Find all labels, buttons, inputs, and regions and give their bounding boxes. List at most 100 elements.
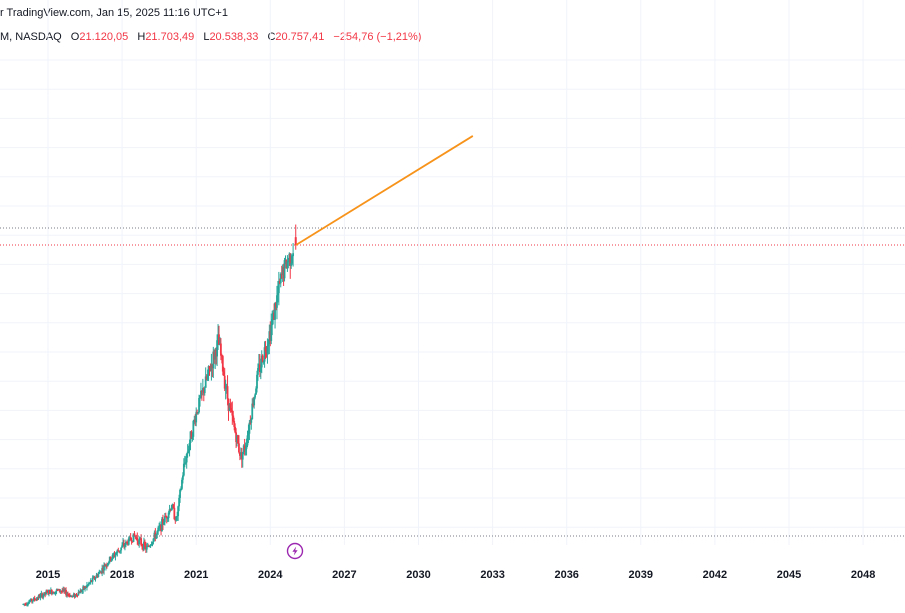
candle-body: [67, 594, 69, 596]
close-label: C: [267, 31, 276, 43]
candle-body: [80, 590, 83, 592]
candle-body: [73, 594, 76, 598]
candle-body: [247, 433, 250, 436]
candle-body: [48, 590, 50, 594]
candle-body: [58, 588, 61, 592]
candle-body: [168, 509, 171, 513]
candle-body: [277, 293, 279, 296]
candle-body: [103, 564, 105, 571]
candle-body: [79, 590, 82, 594]
candle-body: [28, 601, 30, 604]
candle-body: [262, 361, 265, 363]
candle-body: [99, 571, 102, 573]
candle-body: [102, 568, 104, 571]
x-tick-label: 2045: [777, 569, 801, 581]
candle-body: [29, 601, 31, 603]
x-tick-label: 2042: [703, 569, 727, 581]
candle-body: [178, 497, 180, 507]
candle-body: [105, 565, 107, 567]
candle-body: [214, 349, 217, 360]
candle-body: [78, 592, 81, 594]
candle-body: [234, 426, 237, 433]
candle-body: [279, 273, 282, 284]
x-tick-label: 2036: [554, 569, 578, 581]
candle-body: [290, 263, 293, 266]
candle-body: [227, 398, 230, 412]
candle-body: [292, 253, 294, 257]
candle-body: [274, 302, 276, 320]
candle-body: [135, 537, 138, 539]
projection-trend-line[interactable]: [295, 135, 474, 246]
candle-body: [107, 562, 110, 564]
candle-body: [63, 589, 66, 592]
candle-body: [172, 505, 175, 508]
candle-body: [238, 443, 240, 453]
candle-body: [241, 452, 244, 460]
candle-body: [117, 550, 120, 552]
candle-body: [46, 591, 48, 593]
candle-body: [144, 541, 146, 546]
candle-body: [68, 594, 70, 596]
candle-body: [257, 368, 259, 375]
candle-body: [34, 599, 37, 601]
candle-body: [118, 551, 121, 553]
candle-body: [159, 524, 161, 528]
candle-body: [43, 592, 46, 596]
candle-body: [261, 355, 264, 363]
candle-body: [225, 386, 228, 389]
candle-body: [157, 527, 160, 532]
candle-body: [163, 522, 165, 525]
candle-body: [218, 334, 220, 345]
candle-body: [87, 583, 90, 585]
candle-body: [242, 445, 245, 453]
candle-body: [66, 594, 68, 596]
candle-body: [271, 319, 274, 326]
candle-body: [246, 435, 249, 446]
candle-body: [154, 532, 157, 539]
candle-body: [244, 448, 247, 451]
candle-body: [22, 603, 25, 605]
candle-body: [132, 533, 135, 542]
candle-body: [209, 368, 212, 371]
candle-body: [77, 592, 80, 596]
candle-body: [98, 571, 101, 574]
candle-body: [199, 397, 201, 399]
candle-body: [50, 590, 53, 594]
candle-body: [148, 546, 151, 548]
candle-body: [272, 312, 275, 320]
candle-body: [207, 366, 210, 375]
candle-body: [90, 580, 93, 582]
candle-body: [124, 545, 126, 547]
candle-body: [266, 346, 269, 354]
candle-body: [212, 351, 215, 369]
candle-body: [26, 604, 28, 606]
candle-body: [220, 343, 222, 356]
candle-body: [190, 431, 193, 439]
candle-body: [57, 588, 60, 590]
candle-body: [129, 537, 132, 541]
candle-body: [110, 558, 113, 561]
candle-body: [150, 544, 153, 546]
candle-body: [270, 325, 273, 341]
candle-body: [259, 367, 262, 373]
candle-body: [174, 519, 177, 521]
candle-body: [289, 253, 292, 266]
candle-body: [267, 344, 270, 347]
candle-body: [56, 589, 59, 591]
candle-body: [287, 261, 290, 263]
candle-body: [125, 541, 127, 546]
candle-body: [70, 595, 73, 597]
x-tick-label: 2015: [36, 569, 60, 581]
candle-body: [123, 543, 125, 546]
candle-body: [286, 261, 289, 269]
candle-body: [149, 545, 152, 547]
candle-body: [181, 479, 183, 489]
change-value: −254,76 (−1,21%): [333, 31, 422, 43]
x-tick-label: 2048: [851, 569, 875, 581]
candle-body: [114, 554, 117, 557]
lightning-bolt-icon[interactable]: [286, 542, 304, 560]
candle-body: [208, 366, 211, 369]
candle-body: [47, 591, 49, 594]
candle-body: [183, 462, 186, 464]
